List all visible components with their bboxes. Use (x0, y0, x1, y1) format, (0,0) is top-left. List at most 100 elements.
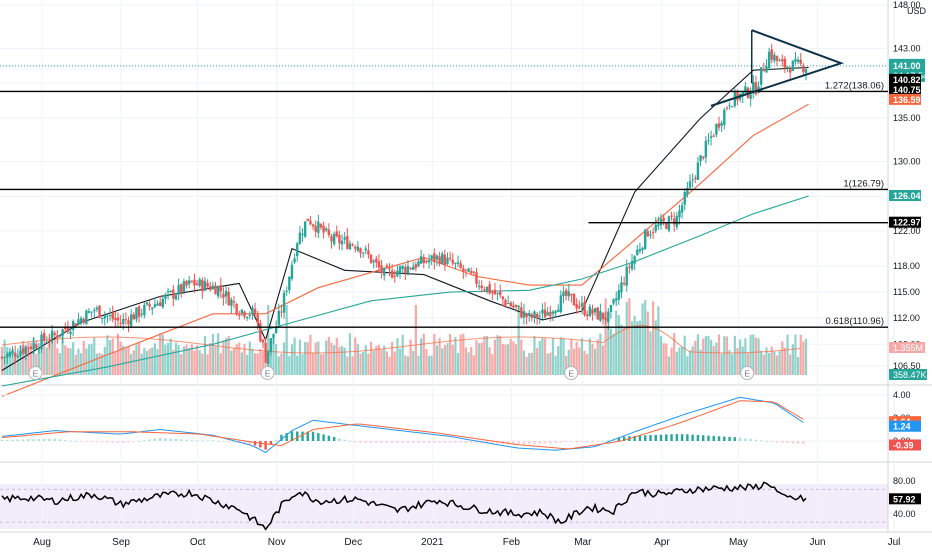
candle-body (261, 340, 265, 343)
volume-bar (796, 356, 800, 375)
time-axis-label: Apr (654, 537, 670, 548)
candle-body (543, 309, 547, 318)
volume-bar (391, 341, 394, 375)
volume-bar (612, 333, 615, 375)
earnings-marker[interactable] (564, 366, 579, 380)
macd-histogram-bar (338, 438, 341, 441)
candle-body (701, 156, 705, 159)
earnings-marker-label: E (265, 369, 271, 379)
volume-bar (130, 354, 133, 375)
candle-body (762, 68, 766, 72)
triangle-pattern[interactable] (710, 29, 845, 107)
macd-histogram-bar (74, 440, 78, 442)
volume-bar (406, 356, 410, 375)
price-label-text: 126.04 (893, 191, 921, 201)
macd-histogram-bar (364, 441, 367, 443)
macd-histogram-bar (306, 431, 309, 441)
candle-body (248, 314, 251, 316)
candle-body (153, 304, 157, 308)
candle-body (546, 312, 549, 316)
volume-label-box (889, 342, 925, 353)
candle-body (172, 289, 175, 299)
candle-body (135, 307, 138, 320)
volume-bar (435, 345, 439, 375)
candle-body (317, 221, 320, 233)
volume-bar (235, 344, 238, 375)
volume-bar (586, 354, 589, 375)
candle-body (554, 311, 557, 314)
price-label-text: 136.59 (893, 95, 921, 105)
macd-histogram-bar (90, 441, 93, 442)
volume-bar (356, 344, 359, 375)
volume-bar (528, 353, 531, 375)
price-axis-label: 148.00 (893, 0, 921, 10)
candle-body (509, 302, 512, 307)
volume-bar (522, 350, 526, 375)
macd-histogram-bar (564, 441, 568, 442)
volume-ma-label-box (889, 369, 927, 380)
volume-bar (425, 349, 428, 375)
volume-bar (538, 341, 541, 375)
earnings-marker[interactable] (740, 366, 755, 380)
candle-body (723, 109, 726, 125)
macd-label-text: 1.24 (893, 422, 911, 432)
candle-body (506, 303, 510, 305)
candle-body (620, 282, 623, 293)
candle-body (535, 313, 539, 319)
volume-bar (50, 333, 54, 375)
candle-body (82, 318, 85, 323)
candle-body (377, 261, 381, 268)
macd-histogram-bar (180, 439, 183, 441)
candle-body (140, 313, 143, 315)
macd-histogram-bar (575, 441, 578, 442)
candle-body (596, 307, 599, 320)
candle-body (694, 177, 697, 179)
candle-body (37, 348, 41, 350)
volume-bar (240, 352, 243, 375)
earnings-marker[interactable] (28, 366, 43, 380)
volume-bar (232, 347, 236, 375)
candle-body (730, 106, 734, 108)
volume-bar (280, 353, 283, 375)
candle-body (775, 55, 779, 61)
candle-body (243, 311, 246, 317)
volume-bar (688, 350, 692, 375)
candle-body (161, 298, 164, 308)
macd-histogram-bar (232, 441, 236, 443)
volume-bar (802, 341, 805, 375)
earnings-marker-label: E (33, 369, 39, 379)
earnings-marker-label: E (744, 369, 750, 379)
candle-body (354, 247, 357, 249)
macd-histogram-bar (670, 434, 673, 441)
volume-bar (58, 353, 62, 375)
volume-bar (304, 341, 307, 375)
volume-bar (137, 343, 141, 375)
candle-body (628, 266, 631, 268)
macd-histogram-bar (354, 441, 357, 443)
earnings-marker[interactable] (260, 366, 275, 380)
volume-bar (351, 356, 354, 375)
volume-bar (578, 347, 581, 375)
volume-bar (251, 348, 254, 375)
candle-body (269, 338, 273, 352)
price-axis-label: 122.00 (893, 226, 921, 236)
candle-body (24, 346, 27, 355)
volume-bar (93, 337, 96, 375)
macd-histogram-bar (654, 434, 657, 441)
candle-body (633, 256, 636, 264)
candle-body (564, 290, 568, 296)
macd-histogram-bar (274, 439, 278, 441)
volume-bar (702, 338, 705, 375)
macd-histogram-bar (644, 435, 647, 441)
candle-body (335, 231, 338, 237)
volume-bar (543, 338, 547, 375)
volume-bar (243, 343, 246, 375)
macd-histogram-bar (169, 438, 172, 441)
candle-body (557, 309, 560, 312)
candle-body (430, 255, 433, 260)
volume-bar (377, 344, 381, 375)
volume-bar (288, 356, 291, 375)
volume-bar (483, 336, 486, 375)
